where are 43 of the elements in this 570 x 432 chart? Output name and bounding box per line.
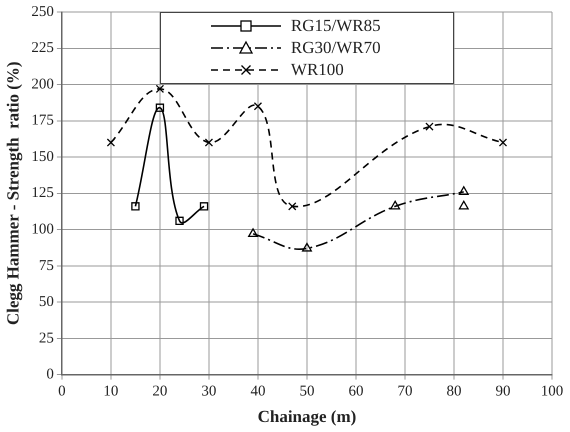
legend-label: RG15/WR85 — [290, 16, 381, 36]
point — [156, 104, 164, 112]
y-tick-label: 25 — [38, 330, 54, 346]
legend-label: RG30/WR70 — [290, 38, 381, 58]
y-tick-label: 100 — [31, 221, 54, 238]
x-tick-label: 0 — [58, 384, 66, 400]
point — [288, 202, 296, 211]
x-tick-label: 40 — [250, 384, 266, 400]
point — [200, 202, 208, 211]
point — [458, 186, 469, 195]
x-tick-label: 10 — [103, 384, 118, 400]
point — [425, 122, 434, 131]
y-tick-label: 200 — [31, 76, 54, 92]
x-tick-label: 50 — [299, 384, 314, 400]
point — [254, 102, 262, 110]
x-tick-label: 70 — [397, 384, 412, 400]
x-tick-label: 30 — [201, 384, 216, 400]
point — [175, 216, 184, 226]
point — [390, 200, 400, 210]
y-tick-label: 75 — [38, 258, 54, 274]
point — [156, 84, 164, 94]
y-tick-label: 0 — [46, 366, 54, 383]
x-axis-title: Chainage (m) — [258, 407, 356, 426]
point — [498, 138, 508, 147]
x-tick-label: 90 — [495, 384, 510, 400]
x-tick-label: 100 — [540, 384, 564, 400]
y-tick-label: 50 — [38, 294, 54, 310]
y-tick-label: 250 — [31, 4, 54, 20]
point — [106, 138, 116, 147]
x-tick-label: 80 — [446, 384, 462, 400]
y-tick-label: 175 — [31, 112, 54, 129]
x-tick-label: 60 — [348, 384, 364, 400]
legend-label: WR100 — [290, 60, 344, 80]
point — [302, 242, 312, 252]
y-tick-label: 225 — [31, 40, 54, 56]
y-tick-label: 125 — [31, 185, 54, 202]
y-tick-label: 150 — [31, 148, 54, 165]
x-tick-label: 20 — [152, 384, 168, 400]
point — [458, 200, 469, 210]
point — [248, 228, 258, 238]
y-axis-title: Clegg Hammer - Strength ratio (%) — [4, 61, 23, 326]
point — [204, 138, 214, 147]
point — [131, 202, 140, 211]
